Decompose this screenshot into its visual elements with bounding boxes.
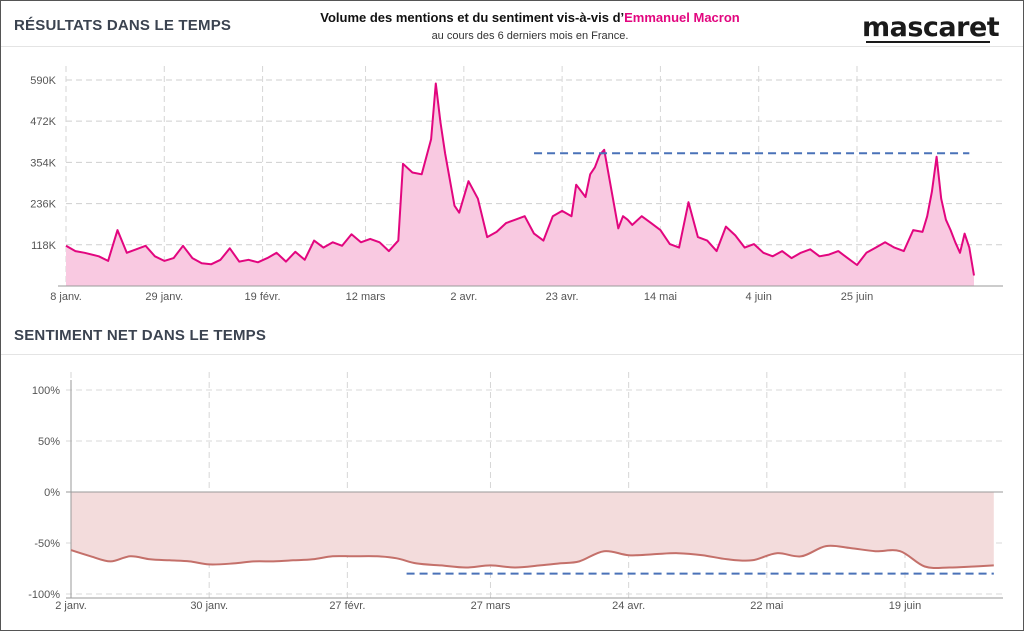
logo-underline [866,41,990,43]
sentiment-area [71,492,994,569]
sentiment-x-tick-label: 22 mai [750,600,783,612]
volume-x-tick-label: 2 avr. [450,291,477,303]
header-title-prefix: Volume des mentions et du sentiment vis-… [320,10,625,25]
sentiment-x-tick-label: 27 févr. [329,600,365,612]
volume-chart: 118K 236K 354K 472K 590K 8 janv. 29 janv. 19 fé… [30,66,1003,303]
volume-x-tick-label: 23 avr. [546,291,579,303]
volume-area [66,83,974,286]
sentiment-y-tick-label: 0% [44,487,60,499]
volume-y-tick-label: 236K [30,199,56,211]
sentiment-x-tick-label: 27 mars [471,600,511,612]
header-title-highlight: Emmanuel Macron [624,10,740,25]
volume-x-tick-label: 4 juin [746,291,772,303]
mascaret-logo: mascaret [862,12,1000,43]
volume-x-tick-label: 8 janv. [50,291,82,303]
sentiment-y-tick-label: 100% [32,385,60,397]
volume-x-tick-label: 12 mars [346,291,386,303]
volume-y-tick-label: 472K [30,116,56,128]
sentiment-y-tick-label: -100% [28,589,60,601]
volume-y-tick-label: 354K [30,157,56,169]
volume-series-line [65,82,975,276]
sentiment-y-tick-label: -50% [34,538,60,550]
top-separator [1,46,1023,47]
volume-section-title: RÉSULTATS DANS LE TEMPS [14,17,232,34]
sentiment-x-tick-label: 30 janv. [190,600,228,612]
sentiment-series-line [70,544,994,570]
volume-x-tick-label: 19 févr. [245,291,281,303]
volume-x-tick-label: 25 juin [841,291,873,303]
middle-separator [1,354,1023,355]
header-title: Volume des mentions et du sentiment vis-… [240,10,820,25]
volume-x-tick-label: 29 janv. [145,291,183,303]
volume-y-tick-label: 590K [30,75,56,87]
volume-y-tick-label: 118K [31,240,57,252]
volume-x-tick-label: 14 mai [644,291,677,303]
sentiment-y-tick-label: 50% [38,436,60,448]
header-subtitle: au cours des 6 derniers mois en France. [431,30,629,42]
sentiment-x-tick-label: 2 janv. [55,600,87,612]
sentiment-x-tick-label: 24 avr. [612,600,645,612]
sentiment-section-title: SENTIMENT NET DANS LE TEMPS [14,327,267,344]
sentiment-x-tick-label: 19 juin [889,600,921,612]
